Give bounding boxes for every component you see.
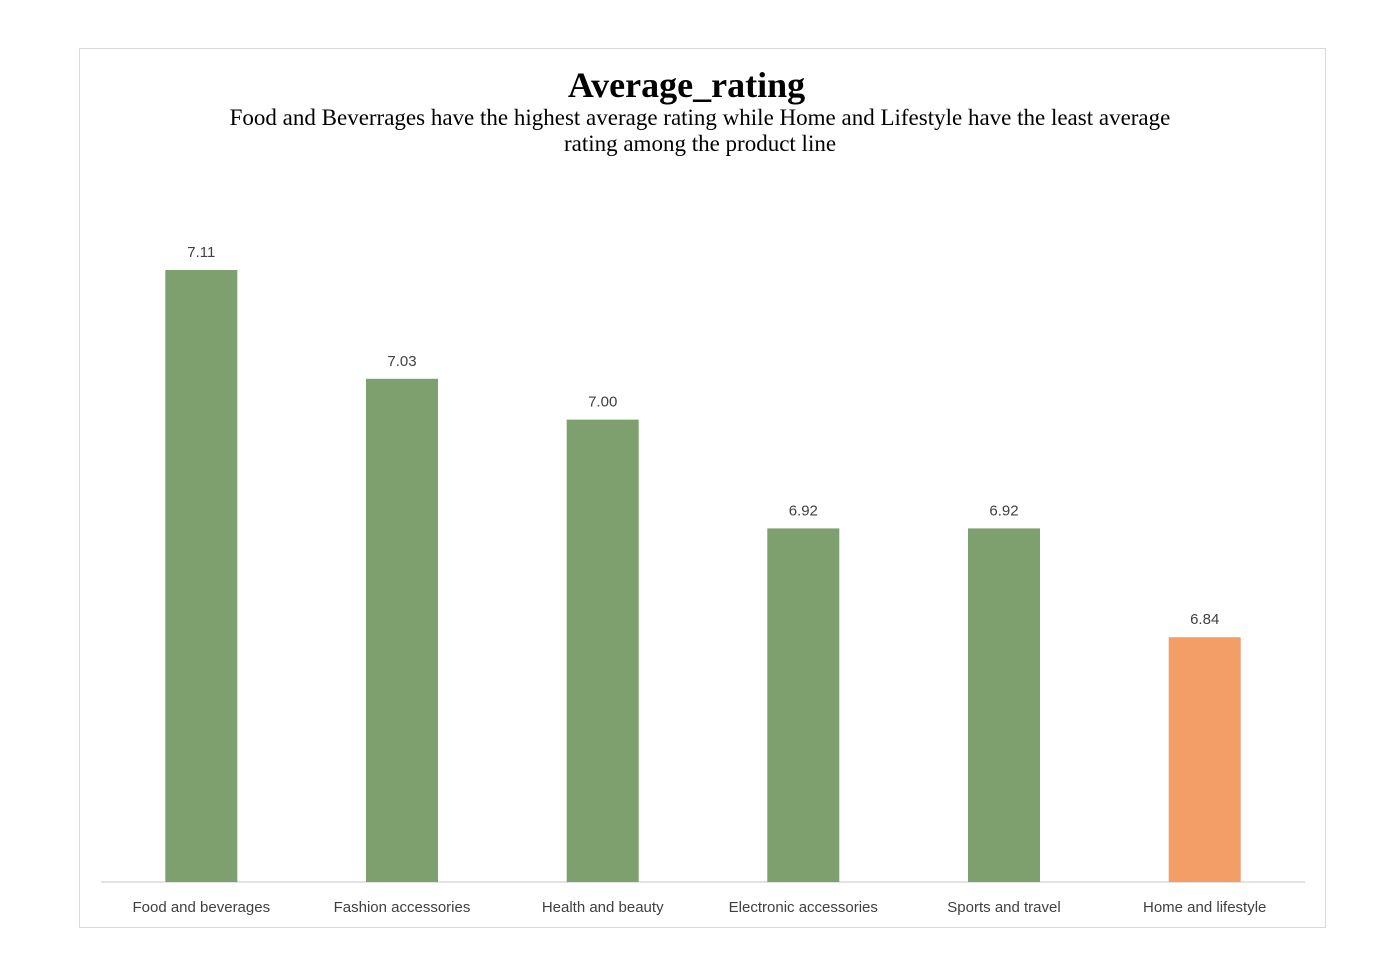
bar-electronic-accessories xyxy=(767,528,840,882)
bar-home-and-lifestyle xyxy=(1168,637,1241,882)
data-label: 6.92 xyxy=(789,502,818,519)
bars-group xyxy=(165,270,1241,882)
bar-fashion-accessories xyxy=(366,378,438,882)
x-tick-label: Food and beverages xyxy=(132,899,270,916)
data-label: 7.03 xyxy=(387,353,416,370)
data-label: 7.11 xyxy=(187,244,215,261)
bar-sports-and-travel xyxy=(968,528,1040,882)
x-tick-label: Fashion accessories xyxy=(334,899,471,916)
chart-subtitle: Food and Beverrages have the highest ave… xyxy=(229,105,1171,156)
bar-food-and-beverages xyxy=(165,270,238,882)
x-tick-label: Health and beauty xyxy=(542,899,664,916)
x-tick-label: Home and lifestyle xyxy=(1143,899,1266,916)
data-label: 6.92 xyxy=(989,502,1018,519)
category-labels-group: Food and beverages Fashion accessories Hea… xyxy=(132,899,1266,916)
chart-title: Average_rating xyxy=(567,65,806,105)
x-tick-label: Sports and travel xyxy=(947,899,1060,916)
data-label: 7.00 xyxy=(588,394,617,411)
chart-frame xyxy=(79,48,1326,928)
data-labels-group: 7.11 7.03 7.00 6.92 6.92 6.84 xyxy=(187,244,1219,628)
bar-health-and-beauty xyxy=(566,419,639,882)
x-tick-label: Electronic accessories xyxy=(729,899,878,916)
data-label: 6.84 xyxy=(1190,611,1219,628)
